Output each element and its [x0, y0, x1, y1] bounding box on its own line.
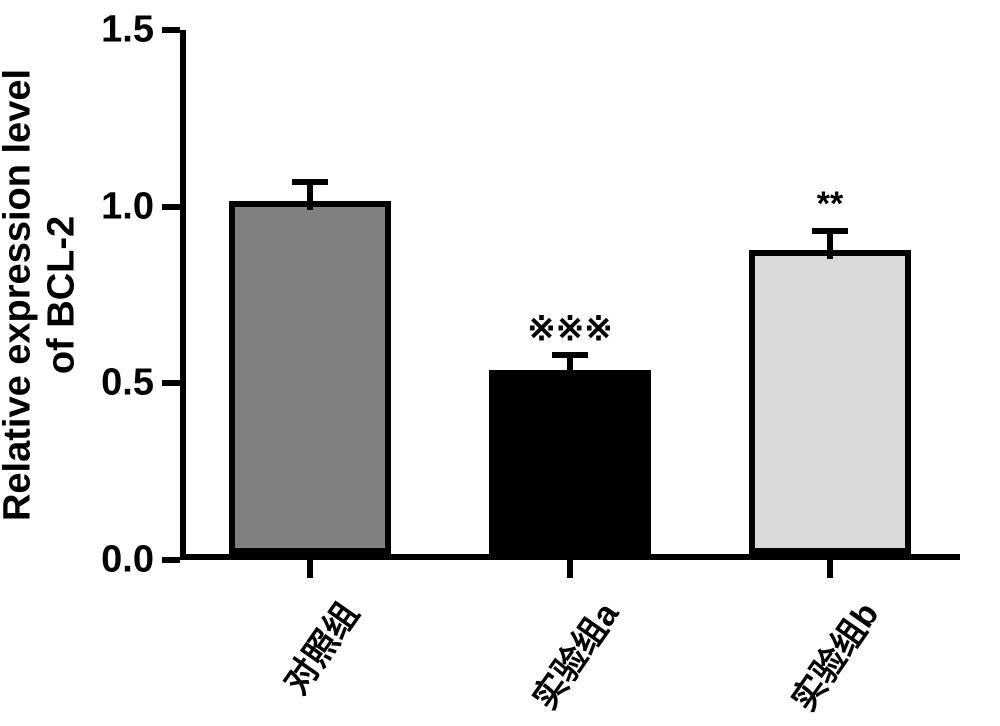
- y-tick-label: 1.5: [101, 9, 180, 52]
- error-bar-stem: [567, 355, 573, 379]
- chart-container: Relative expression level of BCL-2 0.00.…: [0, 0, 1000, 726]
- significance-label: **: [817, 185, 843, 224]
- error-bar-stem: [827, 231, 833, 259]
- error-bar-cap: [292, 179, 328, 185]
- y-axis-title: Relative expression level of BCL-2: [0, 69, 84, 521]
- bar: [489, 370, 650, 554]
- error-bar-cap: [812, 228, 848, 234]
- y-tick-label: 1.0: [101, 185, 180, 228]
- x-tick: [827, 560, 833, 578]
- y-axis-title-line2: of BCL-2: [40, 216, 82, 374]
- x-tick-label: 对照组: [251, 578, 368, 702]
- y-axis-title-line1: Relative expression level: [0, 69, 38, 521]
- error-bar-stem: [307, 182, 313, 210]
- error-bar-cap: [552, 352, 588, 358]
- x-tick-label: 实验组a: [501, 578, 629, 718]
- x-tick: [567, 560, 573, 578]
- y-axis-line: [180, 30, 186, 560]
- y-tick-label: 0.5: [101, 362, 180, 405]
- x-tick: [307, 560, 313, 578]
- bar: [229, 201, 390, 554]
- significance-label: ※※※: [527, 309, 612, 349]
- bar: [749, 250, 910, 554]
- plot-area: 0.00.51.01.5对照组※※※实验组a**实验组b: [180, 30, 960, 560]
- y-tick-label: 0.0: [101, 539, 180, 582]
- x-tick-label: 实验组b: [760, 578, 889, 719]
